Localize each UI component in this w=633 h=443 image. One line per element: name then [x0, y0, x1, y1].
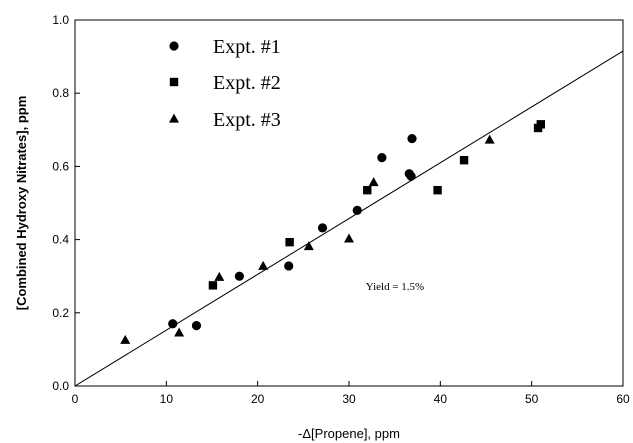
- data-point-triangle: [485, 135, 495, 144]
- data-point-triangle: [344, 233, 354, 242]
- x-tick-label: 50: [525, 392, 539, 406]
- data-point-triangle: [120, 335, 130, 344]
- x-tick-label: 0: [72, 392, 79, 406]
- x-tick-label: 20: [251, 392, 265, 406]
- y-tick-label: 0.4: [52, 233, 69, 247]
- data-point-triangle: [214, 272, 224, 281]
- y-tick-label: 0.6: [52, 159, 69, 173]
- legend-label: Expt. #2: [213, 72, 281, 94]
- y-axis-title: [Combined Hydroxy Nitrates], ppm: [14, 96, 29, 311]
- legend-label: Expt. #1: [213, 36, 281, 58]
- data-point-square: [433, 186, 441, 194]
- data-point-circle: [235, 272, 244, 281]
- data-point-circle: [407, 134, 416, 143]
- data-point-square: [460, 156, 468, 164]
- legend-label: Expt. #3: [213, 109, 281, 131]
- data-point-triangle: [258, 261, 268, 270]
- x-axis-title: -Δ[Propene], ppm: [298, 426, 400, 441]
- data-point-circle: [284, 261, 293, 270]
- data-point-circle: [192, 321, 201, 330]
- legend-marker-circle: [169, 41, 178, 50]
- data-point-circle: [407, 172, 416, 181]
- legend-marker-triangle: [169, 114, 179, 123]
- data-point-triangle: [369, 177, 379, 186]
- data-point-square: [285, 238, 293, 246]
- y-tick-label: 0.2: [52, 306, 69, 320]
- data-point-triangle: [174, 328, 184, 337]
- y-tick-label: 0.0: [52, 379, 69, 393]
- data-point-circle: [318, 223, 327, 232]
- y-tick-label: 1.0: [52, 13, 69, 27]
- data-point-circle: [377, 153, 386, 162]
- data-point-circle: [168, 319, 177, 328]
- data-point-square: [537, 120, 545, 128]
- legend-marker-square: [170, 78, 178, 86]
- data-point-circle: [353, 206, 362, 215]
- data-point-square: [363, 186, 371, 194]
- y-tick-label: 0.8: [52, 86, 69, 100]
- x-tick-label: 30: [342, 392, 356, 406]
- x-tick-label: 10: [160, 392, 174, 406]
- plot-frame: [75, 20, 623, 386]
- yield-annotation: Yield = 1.5%: [366, 281, 424, 293]
- x-tick-label: 40: [434, 392, 448, 406]
- fit-line: [75, 51, 623, 386]
- x-tick-label: 60: [616, 392, 630, 406]
- data-point-square: [209, 281, 217, 289]
